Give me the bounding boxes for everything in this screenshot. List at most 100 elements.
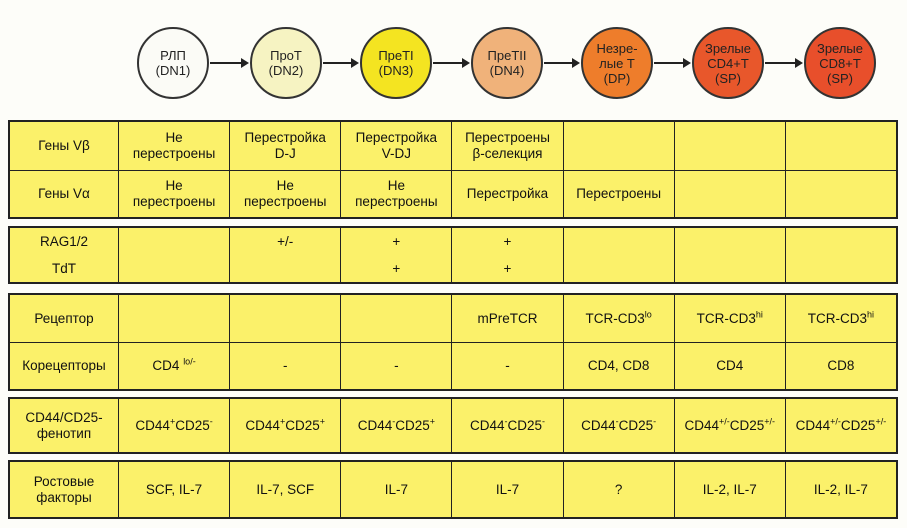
table-cell: CD4 lo/- [118, 343, 229, 389]
row-label: Ростовые факторы [33, 473, 95, 505]
table-group: CD44/CD25- фенотип CD44+CD25- CD44+CD25+ CD… [8, 397, 898, 454]
table-cell [673, 255, 785, 282]
table-cell: + [340, 228, 451, 255]
cell-text: CD44+CD25+ [245, 417, 325, 434]
table-cell [118, 228, 229, 255]
row-label: RAG1/2 [39, 233, 89, 249]
cell-text: CD44-CD25- [581, 416, 657, 434]
table-cell [784, 122, 896, 170]
table-cell: TCR-CD3lo [562, 295, 674, 342]
table-cell [784, 171, 896, 217]
table-cell [673, 228, 785, 255]
superscript: +/- [875, 416, 887, 426]
table-cell: TCR-CD3hi [784, 295, 896, 342]
table-cell: Не перестроены [118, 171, 229, 217]
superscript: +/- [830, 416, 841, 426]
superscript: - [504, 416, 508, 426]
table-cell [784, 255, 896, 282]
row-label: TdT [51, 260, 76, 276]
table-cell [673, 122, 785, 170]
table-cell: + [340, 255, 451, 282]
text-part: CD44 [245, 417, 280, 433]
cell-text: CD44+/-CD25+/- [795, 416, 887, 434]
arrow [433, 58, 470, 68]
text-part: CD25 [175, 417, 210, 433]
row-label: Рецептор [34, 310, 94, 326]
stage-circle: Зрелые CD8+T (SP) [804, 27, 876, 99]
table-cell: Не перестроены [340, 171, 451, 217]
table-cell [562, 122, 674, 170]
table-cell: + [451, 228, 562, 255]
superscript: lo/- [183, 356, 196, 367]
table-cell: CD44+CD25- [118, 399, 229, 452]
superscript: hi [755, 309, 763, 319]
text-part: CD25 [507, 417, 542, 433]
table-row: Корецепторы CD4 lo/- - - - CD4, CD8 CD4 CD8 [10, 342, 896, 389]
table-cell: CD44-CD25+ [340, 399, 451, 452]
superscript: +/- [719, 416, 730, 426]
table-cell: Перестроены β-селекция [451, 122, 562, 170]
table-row: TdT + + [10, 255, 896, 282]
cell-text: CD4 lo/- [152, 356, 196, 374]
cell-text: CD44+/-CD25+/- [684, 416, 776, 434]
stage-circle: ПреТII (DN4) [471, 27, 543, 99]
text-part: CD25 [729, 417, 765, 433]
table-cell: +/- [229, 228, 340, 255]
table-cell: + [451, 255, 562, 282]
table-cell [562, 228, 674, 255]
table-cell: ? [562, 462, 674, 517]
superscript: +/- [764, 416, 776, 426]
table-cell [229, 295, 340, 342]
table-cell: CD44-CD25- [562, 399, 674, 452]
table-cell: IL-7 [451, 462, 562, 517]
table-cell [340, 295, 451, 342]
text-part: CD44 [795, 417, 831, 433]
table-cell: CD4 [673, 343, 785, 389]
text-part: CD44 [135, 417, 170, 433]
text-part: CD44 [684, 417, 719, 433]
stage-circle: ПроТ (DN2) [250, 27, 322, 99]
table-cell: CD4, CD8 [562, 343, 674, 389]
row-label: CD44/CD25- фенотип [25, 409, 103, 441]
text-part: CD44 [581, 417, 616, 433]
superscript: hi [867, 309, 875, 319]
table-cell: Не перестроены [118, 122, 229, 170]
superscript: + [429, 416, 435, 426]
table-row: Ростовые факторы SCF, IL-7 IL-7, SCF IL-7 IL… [10, 462, 896, 517]
stage-circle: Незре- лые Т (DP) [581, 27, 653, 99]
table-row: RAG1/2 +/- + + [10, 228, 896, 255]
text-part: CD44 [469, 417, 505, 433]
table-cell: Перестройка [451, 171, 562, 217]
table-cell: CD44+/-CD25+/- [673, 399, 785, 452]
stage-circle: Зрелые CD4+T (SP) [692, 27, 764, 99]
superscript: - [209, 416, 213, 426]
table-cell: CD44-CD25- [451, 399, 562, 452]
text-part: TCR-CD3 [807, 310, 868, 326]
arrow [544, 58, 580, 68]
text-part: CD25 [395, 417, 430, 433]
table-cell: CD44+CD25+ [229, 399, 340, 452]
superscript: lo [644, 309, 652, 319]
table-group: Гены Vβ Не перестроены Перестройка D-J Пере… [8, 120, 898, 219]
superscript: + [169, 416, 176, 426]
arrow [765, 58, 803, 68]
arrow [654, 58, 691, 68]
text-part: CD4 [152, 358, 184, 373]
cell-text: CD44-CD25- [469, 416, 545, 434]
superscript: - [615, 416, 619, 426]
table-row: Гены Vα Не перестроены Не перестроены Не пе… [10, 170, 896, 217]
superscript: - [653, 416, 657, 426]
table-cell [118, 295, 229, 342]
table-cell: - [340, 343, 451, 389]
table-cell: mPreTCR [451, 295, 562, 342]
cell-text: TCR-CD3hi [807, 309, 875, 327]
row-label: Гены Vα [38, 186, 90, 201]
table-cell [784, 228, 896, 255]
text-part: TCR-CD3 [696, 310, 756, 326]
text-part: CD25 [840, 417, 876, 433]
table-cell: Перестройка D-J [229, 122, 340, 170]
table-cell: Перестроены [562, 171, 674, 217]
table-cell [673, 171, 785, 217]
table-cell: CD8 [784, 343, 896, 389]
